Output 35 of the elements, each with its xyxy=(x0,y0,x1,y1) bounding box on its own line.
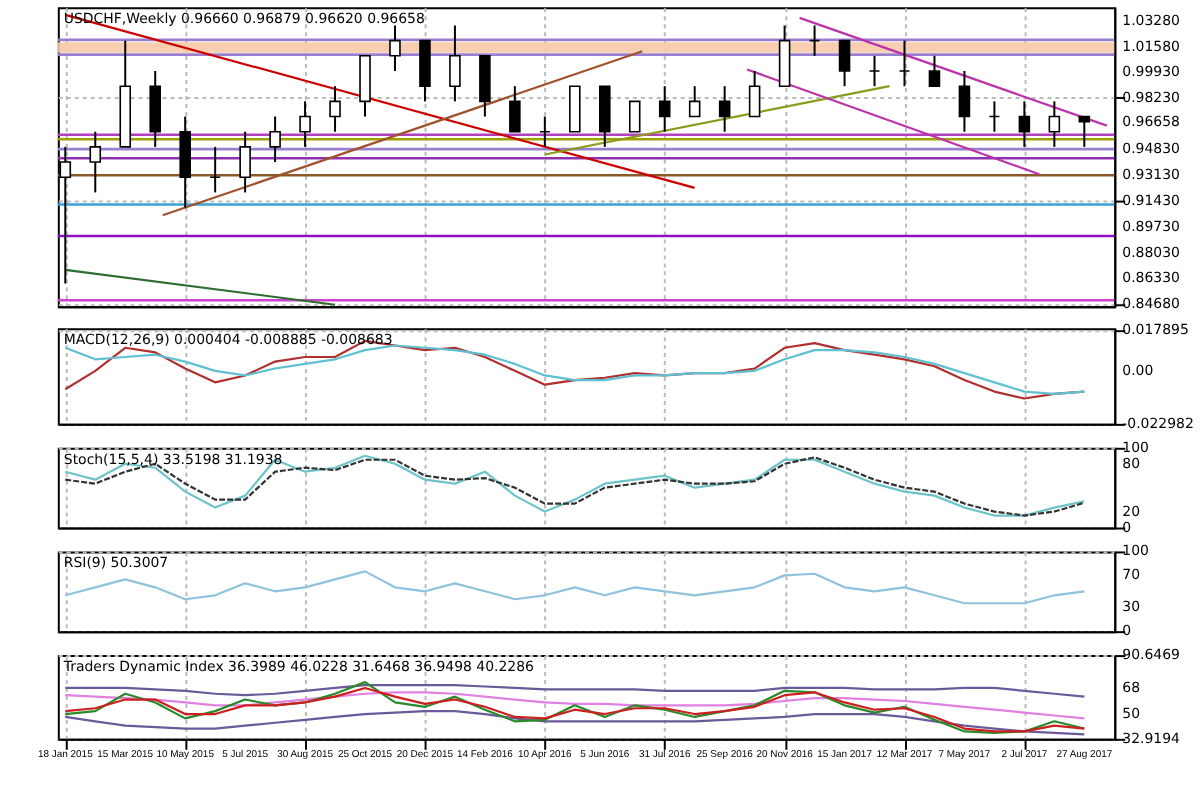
candlestick xyxy=(89,130,102,194)
candlestick xyxy=(209,145,221,194)
candlestick xyxy=(509,85,521,133)
candlestick xyxy=(149,70,161,148)
candlestick xyxy=(898,39,911,88)
candlestick xyxy=(808,24,821,57)
candlestick xyxy=(988,100,1001,133)
line-series xyxy=(64,710,1086,736)
candlestick xyxy=(1018,100,1031,148)
candlestick xyxy=(718,85,731,133)
candlestick xyxy=(1048,100,1061,148)
candlestick xyxy=(658,85,671,133)
candlestick xyxy=(688,85,701,118)
candlestick xyxy=(599,85,611,148)
line-series xyxy=(64,570,1086,605)
candlestick xyxy=(868,54,881,88)
candlestick xyxy=(539,115,551,148)
candlestick xyxy=(838,39,851,88)
candlestick xyxy=(179,115,191,209)
candlestick xyxy=(359,54,371,118)
candlestick xyxy=(419,39,431,103)
candlestick xyxy=(628,100,641,133)
candlestick xyxy=(449,24,461,103)
candlestick xyxy=(269,115,281,164)
candlestick xyxy=(479,54,491,118)
candlestick xyxy=(569,85,581,133)
candlestick xyxy=(389,24,401,72)
candlestick xyxy=(778,24,791,88)
candlestick xyxy=(239,130,251,194)
candlestick xyxy=(958,70,971,133)
candlestick xyxy=(928,54,941,88)
candlestick xyxy=(329,85,341,133)
line-series xyxy=(64,691,1086,720)
candlestick xyxy=(299,100,311,148)
candlestick xyxy=(748,70,761,118)
